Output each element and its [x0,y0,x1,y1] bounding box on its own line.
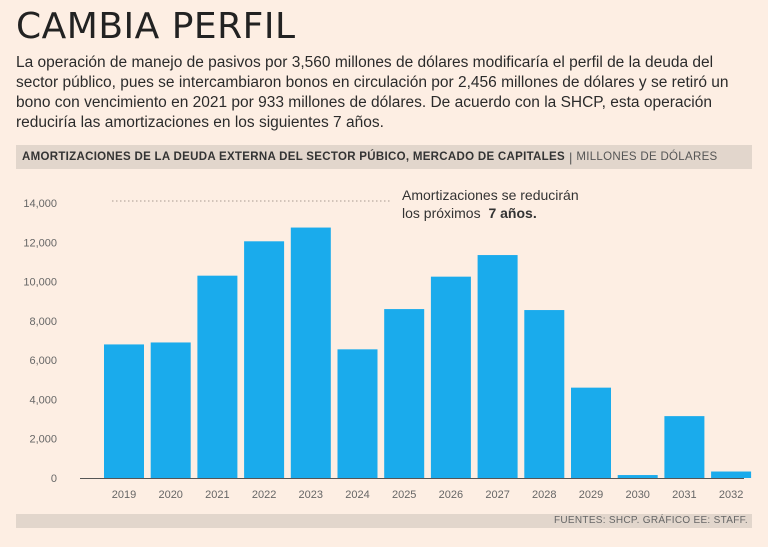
x-tick-label: 2026 [439,489,463,501]
chart-banner: AMORTIZACIONES DE LA DEUDA EXTERNA DEL S… [16,145,752,169]
footer-bar [16,514,752,528]
x-tick-label: 2027 [485,489,509,501]
x-tick-label: 2024 [345,489,369,501]
x-tick-label: 2032 [719,489,743,501]
y-tick-label: 0 [51,473,57,485]
x-tick-label: 2028 [532,489,556,501]
annotation-line-2: los próximos 7 años. [402,205,537,221]
bar [244,241,285,478]
y-tick-label: 8,000 [29,316,57,328]
bar [197,275,238,478]
x-tick-label: 2023 [299,489,323,501]
bar [150,342,191,478]
banner-unit: MILLONES DE DÓLARES [576,151,718,163]
banner-separator: | [568,149,573,165]
y-tick-label: 12,000 [23,237,57,249]
bar [290,227,331,478]
x-tick-label: 2025 [392,489,416,501]
x-tick-label: 2020 [158,489,182,501]
bar [430,276,471,478]
y-tick-label: 6,000 [29,355,57,367]
y-tick-label: 14,000 [23,198,57,210]
x-tick-label: 2022 [252,489,276,501]
chart-title: CAMBIA PERFIL [16,6,296,47]
bar-chart: 0 2,000 4,000 6,000 8,000 10,000 12,000 14,000 2… [23,187,752,501]
bar [571,387,611,478]
chart-subtitle: La operación de manejo de pasivos por 3,… [16,54,729,131]
x-tick-label: 2019 [112,489,136,501]
bar [337,349,378,478]
bar [477,255,518,478]
annotation-emphasis: 7 años. [488,205,536,221]
y-tick-label: 2,000 [29,434,57,446]
bar [524,310,565,478]
source-text: FUENTES: SHCP. GRÁFICO EE: STAFF. [553,515,748,526]
x-tick-label: 2031 [672,489,696,501]
annotation-line-1: Amortizaciones se reducirán [402,187,579,203]
x-tick-label: 2021 [205,489,229,501]
bar [664,416,705,478]
bar [711,471,752,478]
y-tick-label: 10,000 [23,277,57,289]
annotation-prefix: los próximos [402,205,484,221]
y-tick-label: 4,000 [29,394,57,406]
x-tick-label: 2029 [579,489,603,501]
banner-title: AMORTIZACIONES DE LA DEUDA EXTERNA DEL S… [22,151,565,163]
bar [384,309,425,478]
bar [104,344,144,478]
x-tick-label: 2030 [625,489,649,501]
bar [617,475,658,478]
